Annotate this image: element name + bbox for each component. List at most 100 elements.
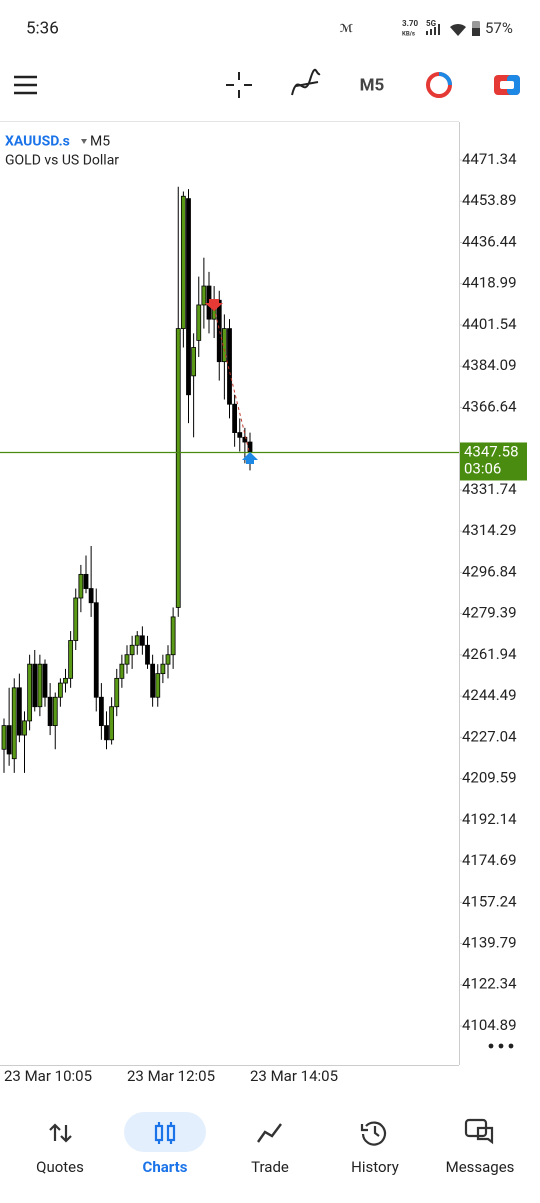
battery-level — [472, 28, 480, 36]
trade-icon[interactable] — [257, 1123, 282, 1143]
candle-body — [57, 682, 63, 698]
quotes-icon[interactable] — [49, 1123, 72, 1143]
x-tick-label: 23 Mar 14:05 — [250, 1067, 338, 1085]
y-tick-label: 4296.84 — [462, 562, 517, 580]
candle-body — [88, 588, 94, 604]
y-tick-label: 4314.29 — [462, 521, 517, 539]
nav-item[interactable]: Quotes — [36, 1158, 84, 1176]
candle-body — [216, 299, 222, 363]
candle-body — [83, 573, 89, 589]
candle-body — [170, 616, 176, 656]
candle-body — [6, 725, 12, 755]
candle-body — [32, 663, 38, 708]
current-price-label: 4347.58 — [464, 442, 519, 460]
candle-body — [227, 328, 232, 405]
crosshair-button[interactable] — [226, 72, 252, 98]
nav-item[interactable]: History — [351, 1158, 399, 1176]
battery: 57% — [485, 19, 513, 37]
candle-body — [186, 198, 191, 396]
speed: 3.70 — [402, 19, 419, 28]
buy-marker — [242, 452, 258, 464]
messages-icon[interactable] — [464, 1118, 494, 1145]
candle-body — [124, 654, 130, 665]
speed-unit: KB/s — [402, 31, 415, 38]
menu-button[interactable] — [14, 75, 37, 95]
current-price-box — [460, 442, 527, 481]
candle-body — [160, 663, 166, 675]
candle-body — [1, 725, 7, 750]
candle-body — [104, 725, 109, 741]
candle-body — [22, 720, 27, 736]
y-tick-label: 4418.99 — [462, 274, 517, 292]
y-tick-label: 4157.24 — [462, 892, 517, 910]
y-tick-label: 4261.94 — [462, 645, 517, 663]
candle-body — [114, 677, 120, 708]
candle-body — [165, 654, 171, 665]
candle-body — [98, 696, 104, 727]
y-tick-label: 4227.04 — [462, 727, 517, 745]
candle-body — [191, 347, 197, 377]
plot: 4471.34 4453.89 4436.44 4418.99 4401.54 4384.… — [0, 150, 527, 1085]
candle-body — [73, 597, 79, 641]
carrier-icon: ℳ — [340, 22, 353, 35]
candle-body — [201, 285, 207, 306]
candle-body — [68, 640, 74, 679]
candle-body — [11, 687, 17, 760]
candle-body — [180, 195, 186, 329]
status-time: 5:36 — [26, 18, 59, 38]
trade-button-inner — [500, 81, 514, 89]
y-tick-label: 4244.49 — [462, 686, 517, 704]
indicators-button[interactable] — [291, 68, 321, 96]
candle-body — [27, 663, 33, 722]
charts-icon[interactable] — [154, 1122, 176, 1144]
candle-body — [47, 696, 53, 727]
y-tick-label: 4104.89 — [462, 1016, 517, 1034]
countdown-label: 03:06 — [464, 459, 501, 477]
nav-bar: Quotes Charts Trade History Messages — [36, 1158, 514, 1176]
active-tab-bg — [124, 1112, 206, 1152]
nav-item[interactable]: Messages — [446, 1158, 515, 1176]
y-tick-label: 4384.09 — [462, 356, 517, 374]
y-tick-label: 4331.74 — [462, 480, 517, 498]
candle-body — [175, 328, 181, 608]
y-tick-label: 4209.59 — [462, 769, 517, 787]
candle-body — [129, 644, 135, 656]
candle-body — [93, 602, 99, 698]
symbol[interactable]: XAUUSD.s — [5, 134, 70, 150]
y-tick-label: 4279.39 — [462, 604, 517, 622]
chart-timeframe: M5 — [90, 134, 110, 150]
network: 5G — [426, 19, 437, 28]
candle-body — [16, 687, 22, 736]
nav-item[interactable]: Trade — [251, 1158, 289, 1176]
timeframe-button[interactable]: M5 — [360, 75, 385, 95]
history-icon[interactable] — [360, 1121, 387, 1146]
candle-body — [42, 663, 48, 698]
candle-body — [242, 436, 248, 443]
nav-item[interactable]: Charts — [143, 1158, 188, 1176]
signal-icon — [426, 24, 440, 35]
y-tick-label: 4436.44 — [462, 232, 517, 250]
candle-body — [52, 696, 58, 727]
candle-body — [63, 677, 68, 684]
candle-body — [150, 663, 156, 698]
candle-body — [232, 403, 238, 433]
y-tick-label: 4366.64 — [462, 397, 517, 415]
more-button[interactable] — [488, 1043, 514, 1049]
y-tick-label: 4174.69 — [462, 851, 517, 869]
candle-body — [37, 663, 43, 708]
candle-body — [196, 304, 202, 341]
wifi-icon — [450, 23, 466, 36]
y-tick-label: 4453.89 — [462, 191, 517, 209]
candle-body — [109, 706, 115, 741]
symbol-dropdown[interactable] — [81, 139, 87, 144]
y-tick-label: 4401.54 — [462, 315, 517, 333]
trade-line — [213, 307, 251, 456]
y-tick-label: 4122.34 — [462, 975, 517, 993]
candle-body — [237, 432, 243, 438]
y-tick-label: 4471.34 — [462, 150, 517, 168]
candle-body — [155, 673, 161, 698]
oneclick-arc — [438, 72, 452, 86]
x-tick-label: 23 Mar 12:05 — [127, 1067, 215, 1085]
